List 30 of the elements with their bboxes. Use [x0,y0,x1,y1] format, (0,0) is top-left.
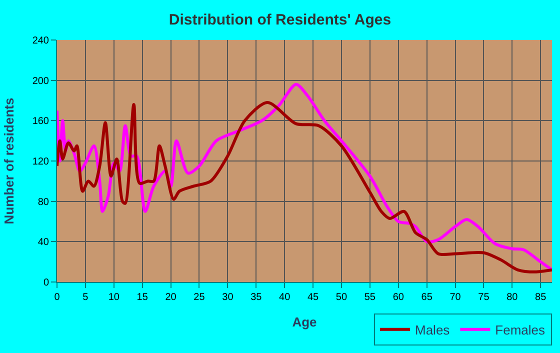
x-tick-label: 45 [307,292,320,303]
x-axis-title: Age [292,314,317,330]
x-tick-label: 75 [478,292,490,303]
legend-label: Females [495,322,546,338]
y-tick-label: 0 [43,278,50,288]
x-tick-label: 70 [450,292,462,303]
y-tick-label: 40 [38,237,50,248]
x-tick-label: 15 [136,292,148,303]
x-tick-label: 25 [194,292,206,303]
chart-title: Distribution of Residents' Ages [168,12,392,29]
y-tick-label: 120 [32,156,50,168]
y-tick-label: 240 [32,36,50,46]
x-tick-label: 40 [279,292,291,303]
x-tick-label: 30 [222,292,234,303]
y-tick-label: 80 [38,196,50,208]
x-tick-label: 20 [165,292,177,303]
x-tick-label: 50 [336,292,348,303]
x-tick-label: 85 [535,292,547,303]
y-tick-label: 160 [32,116,50,128]
x-tick-label: 60 [392,292,404,303]
legend-label: Males [415,322,450,338]
x-tick-label: 5 [82,292,89,303]
x-tick-label: 80 [506,292,518,303]
x-tick-label: 65 [421,292,433,303]
y-axis-title: Number of residents [1,98,16,224]
x-tick-label: 35 [250,292,262,303]
x-tick-label: 55 [364,292,376,303]
y-tick-label: 200 [32,76,50,87]
x-tick-label: 0 [54,292,60,303]
x-tick-label: 10 [108,292,120,303]
